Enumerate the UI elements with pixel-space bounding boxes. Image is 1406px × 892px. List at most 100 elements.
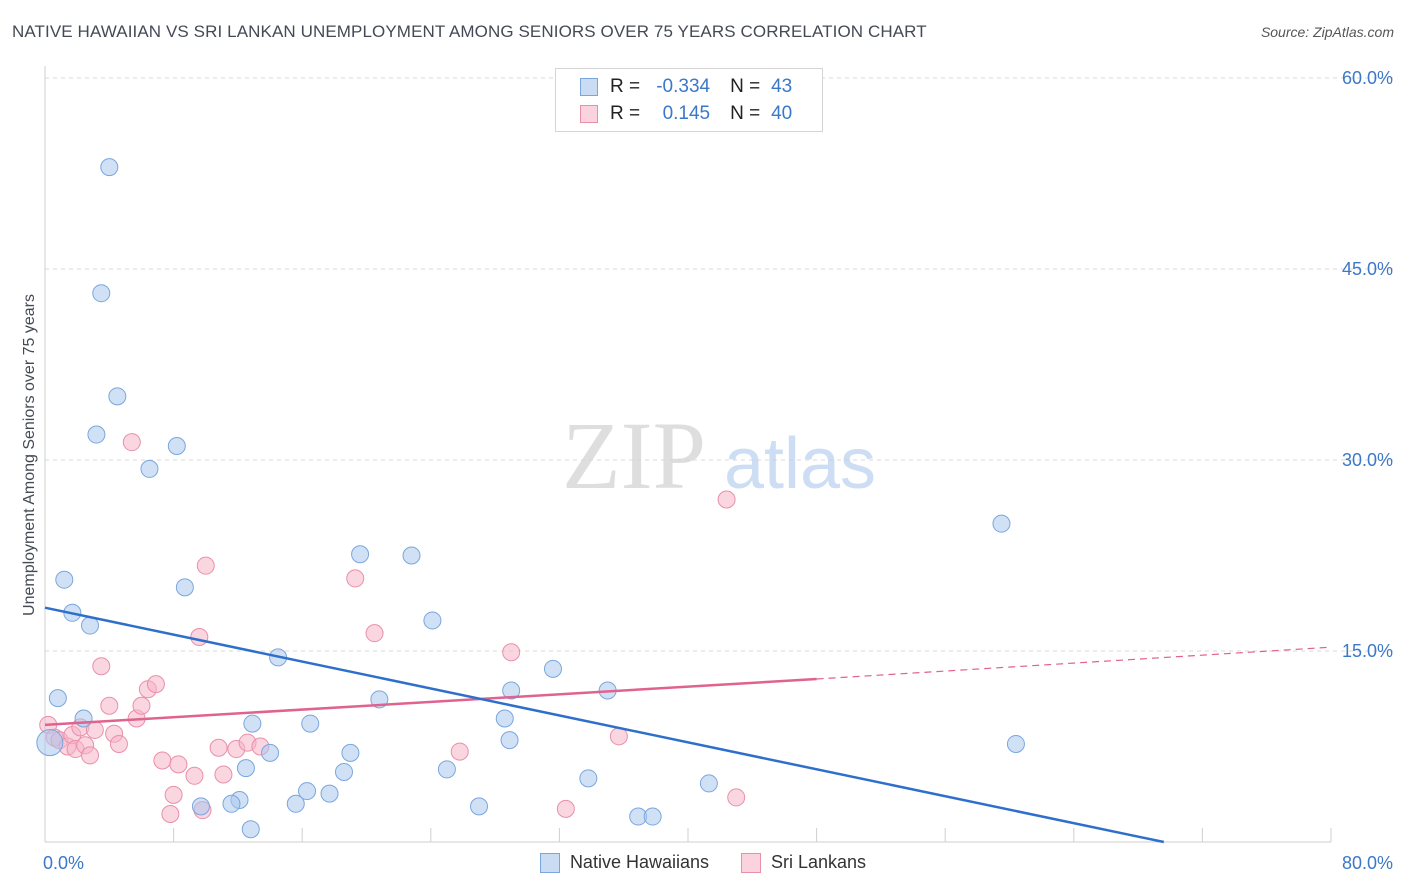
legend-swatch-blue — [539, 852, 560, 873]
x-tick-label-max: 80.0% — [1342, 853, 1393, 873]
native-hawaiians-point — [55, 570, 74, 589]
native-hawaiians-point — [643, 807, 662, 826]
y-tick-label: 45.0% — [1342, 259, 1393, 279]
native-hawaiians-point — [87, 425, 106, 444]
native-hawaiians-point — [495, 709, 514, 728]
native-hawaiians-point — [341, 743, 360, 762]
sri-lankans-point — [109, 734, 128, 753]
sri-lankans-point — [146, 675, 165, 694]
native-hawaiians-point — [992, 514, 1011, 533]
correlation-legend: R = -0.334 N = 43 R = 0.145 N = 40 — [555, 68, 823, 132]
native-hawaiians-point — [320, 784, 339, 803]
watermark: ZIP atlas — [562, 402, 876, 509]
legend-row-sri-lankans: R = 0.145 N = 40 — [580, 101, 792, 127]
sri-lankans-point — [100, 696, 119, 715]
native-hawaiians-point — [191, 797, 210, 816]
native-hawaiians-point — [100, 158, 119, 177]
sri-lankans-point — [556, 799, 575, 818]
legend-n-label: N = — [730, 76, 761, 97]
legend-item-sri-lankans: Sri Lankans — [741, 852, 866, 873]
chart-title: NATIVE HAWAIIAN VS SRI LANKAN UNEMPLOYME… — [12, 22, 927, 41]
native-hawaiians-point — [699, 774, 718, 793]
legend-swatch-pink — [580, 105, 598, 123]
native-hawaiians-point — [108, 387, 127, 406]
grid-lines — [45, 77, 1395, 652]
legend-r-label: R = — [610, 103, 641, 124]
sri-lankans-point — [92, 657, 111, 676]
legend-label-sri-lankans: Sri Lankans — [771, 852, 867, 872]
sri-lankans-point — [365, 624, 384, 643]
native-hawaiians-point — [175, 578, 194, 597]
native-hawaiians-point — [222, 794, 241, 813]
y-tick-label: 30.0% — [1342, 450, 1393, 470]
native-hawaiians-point — [402, 546, 421, 565]
native-hawaiians-point — [241, 820, 260, 839]
legend-item-native-hawaiians: Native Hawaiians — [539, 852, 709, 873]
native-hawaiians-point — [1006, 734, 1025, 753]
legend-r-label: R = — [610, 76, 641, 97]
native-hawaiians-point — [36, 729, 64, 757]
native-hawaiians-point — [351, 545, 370, 564]
native-hawaiians-point — [298, 782, 317, 801]
legend-swatch-blue — [580, 78, 598, 96]
native-hawaiians-point — [92, 284, 111, 303]
native-hawaiians-point — [261, 743, 280, 762]
native-hawaiians-trend-line — [44, 606, 1165, 844]
legend-row-native-hawaiians: R = -0.334 N = 43 — [580, 74, 792, 100]
sri-lankans-point — [196, 556, 215, 575]
sri-lankans-point — [190, 627, 209, 646]
sri-lankans-trend-extension — [816, 646, 1332, 680]
watermark-zip: ZIP — [562, 402, 706, 509]
sri-lankans-point — [214, 765, 233, 784]
native-hawaiians-point — [470, 797, 489, 816]
source-attribution: Source: ZipAtlas.com — [1260, 24, 1394, 40]
sri-lankans-trend-line — [44, 677, 817, 727]
legend-n-label: N = — [730, 103, 761, 124]
x-tick-label-min: 0.0% — [43, 853, 84, 873]
sri-lankans-point — [727, 788, 746, 807]
sri-lankans-point — [153, 751, 172, 770]
sri-lankans-point — [122, 433, 141, 452]
native-hawaiians-point — [301, 714, 320, 733]
sri-lankans-point — [161, 804, 180, 823]
sri-lankans-point — [346, 569, 365, 588]
sri-lankans-point — [502, 643, 521, 662]
native-hawaiians-point — [48, 689, 67, 708]
y-tick-label: 15.0% — [1342, 641, 1393, 661]
native-hawaiians-point — [167, 436, 186, 455]
tick-labels: 15.0% 30.0% 45.0% 60.0% 0.0% 80.0% — [43, 68, 1393, 873]
y-tick-label: 60.0% — [1342, 68, 1393, 88]
native-hawaiians-point — [423, 611, 442, 630]
legend-n-value: 43 — [771, 76, 793, 97]
sri-lankans-point — [185, 766, 204, 785]
axes — [44, 66, 1332, 843]
legend-r-value: 0.145 — [662, 103, 711, 124]
sri-lankans-point — [81, 746, 100, 765]
sri-lankans-point — [717, 490, 736, 509]
series-legend: Native Hawaiians Sri Lankans — [0, 852, 1406, 873]
native-hawaiians-point — [334, 762, 353, 781]
native-hawaiians-point — [243, 714, 262, 733]
watermark-atlas: atlas — [724, 424, 876, 504]
sri-lankans-point — [164, 785, 183, 804]
legend-swatch-pink — [741, 852, 761, 873]
legend-label-native-hawaiians: Native Hawaiians — [569, 852, 709, 872]
sri-lankans-point — [209, 738, 228, 757]
sri-lankans-point — [169, 755, 188, 774]
native-hawaiians-point — [437, 760, 456, 779]
native-hawaiians-point — [140, 459, 159, 478]
legend-r-value: -0.334 — [656, 76, 711, 97]
native-hawaiians-point — [543, 659, 562, 678]
native-hawaiians-point — [286, 794, 305, 813]
native-hawaiians-point — [74, 709, 93, 728]
native-hawaiians-point — [236, 759, 255, 778]
native-hawaiians-point — [579, 769, 598, 788]
sri-lankans-point — [450, 742, 469, 761]
trend-lines — [44, 606, 1332, 844]
native-hawaiians-points — [36, 158, 1025, 839]
legend-n-value: 40 — [771, 103, 793, 124]
native-hawaiians-point — [500, 731, 519, 750]
sri-lankans-point — [132, 696, 151, 715]
native-hawaiians-point — [502, 681, 521, 700]
